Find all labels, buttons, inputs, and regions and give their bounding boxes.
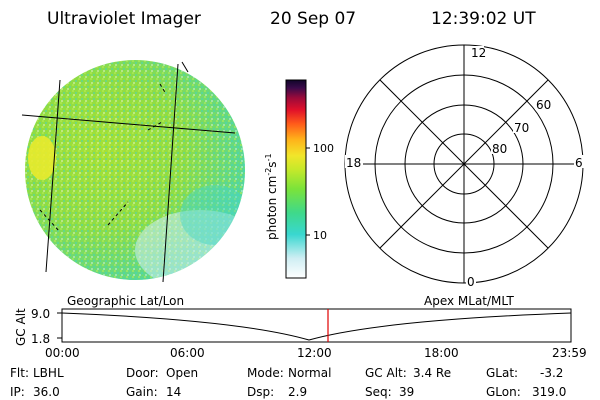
status-filter-label: Flt: (10, 366, 29, 380)
uv-earth-image (21, 60, 245, 283)
orbit-timeline: Geographic Lat/Lon Apex MLat/MLT GC Alt … (14, 294, 587, 360)
status-glat-label: GLat: (486, 366, 518, 380)
image-time: 12:39:02 UT (431, 9, 536, 29)
status-ip-label: IP: (10, 385, 25, 399)
colorbar-tick-100: 100 (313, 142, 334, 155)
color-scale-bar: 100 10 photon cm-2s-1 (264, 79, 334, 279)
colorbar-unit-label: photon cm-2s-1 (264, 153, 279, 240)
timeline-y-axis-label: GC Alt (14, 308, 28, 346)
timeline-x-tick-0600: 06:00 (170, 346, 205, 360)
timeline-x-tick-2359: 23:59 (552, 346, 587, 360)
mlt-label-0: 0 (467, 275, 475, 289)
mlt-label-18: 18 (346, 156, 361, 170)
timeline-x-tick-1800: 18:00 (424, 346, 459, 360)
status-door-value: Open (166, 366, 198, 380)
timeline-x-tick-1200: 12:00 (297, 346, 332, 360)
mlat-label-60: 60 (536, 98, 551, 112)
status-gcalt-value: 3.4 Re (413, 366, 451, 380)
timeline-right-title: Apex MLat/MLT (424, 294, 514, 308)
timeline-y-top: 9.0 (31, 307, 50, 321)
colorbar-tick-10: 10 (313, 229, 327, 242)
altitude-curve (61, 312, 572, 341)
status-glon-value: 319.0 (532, 385, 566, 399)
status-seq-label: Seq: (365, 385, 392, 399)
timeline-x-tick-0000: 00:00 (45, 346, 80, 360)
status-dsp-value: 2.9 (288, 385, 307, 399)
timeline-left-title: Geographic Lat/Lon (67, 294, 184, 308)
timeline-y-bottom: 1.8 (31, 332, 50, 346)
status-ip-value: 36.0 (33, 385, 60, 399)
mlt-label-6: 6 (575, 156, 583, 170)
status-door-label: Door: (126, 366, 159, 380)
status-filter-value: LBHL (33, 366, 64, 380)
header: Ultraviolet Imager 20 Sep 07 12:39:02 UT (47, 9, 536, 29)
status-dsp-label: Dsp: (247, 385, 274, 399)
mlat-label-70: 70 (514, 121, 529, 135)
mlat-label-80: 80 (492, 142, 507, 156)
status-glat-value: -3.2 (540, 366, 563, 380)
status-mode-label: Mode: (247, 366, 284, 380)
instrument-title: Ultraviolet Imager (47, 9, 201, 29)
status-gcalt-label: GC Alt: (365, 366, 407, 380)
status-seq-value: 39 (399, 385, 414, 399)
image-date: 20 Sep 07 (270, 9, 356, 29)
status-gain-value: 14 (166, 385, 181, 399)
status-readout: Flt: LBHL Door: Open Mode: Normal GC Alt… (10, 366, 566, 399)
geographic-grid-lines (21, 61, 236, 283)
mlt-label-12: 12 (471, 46, 486, 60)
status-mode-value: Normal (288, 366, 331, 380)
polar-plot: 12 18 6 0 60 70 80 (344, 44, 584, 289)
status-glon-label: GLon: (486, 385, 521, 399)
status-gain-label: Gain: (126, 385, 158, 399)
